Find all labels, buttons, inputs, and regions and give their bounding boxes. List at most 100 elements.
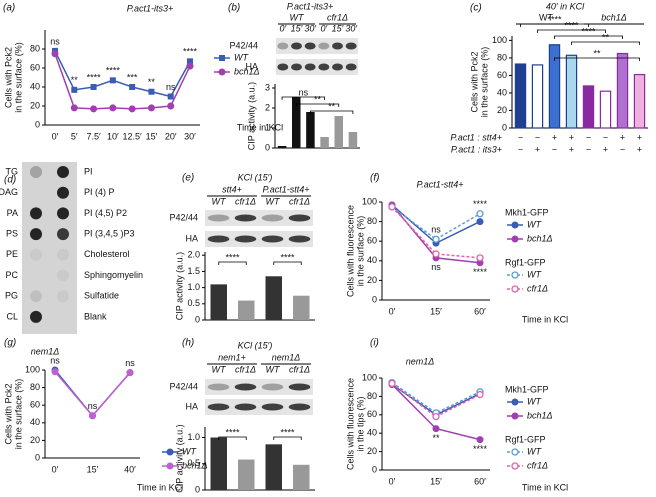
x-tick-label: 0′ (52, 131, 59, 141)
marker (109, 77, 116, 84)
significance-bracket (218, 261, 247, 265)
lane-label: 30′ (304, 23, 316, 33)
lane-label: cfr1Δ (289, 364, 310, 374)
legend-marker (511, 235, 519, 243)
legend-label: cfr1Δ (527, 283, 548, 293)
lane-label: WT (266, 364, 281, 374)
bar (292, 97, 301, 148)
x-tick-label: 15′ (430, 306, 442, 316)
legend-label: WT (527, 269, 542, 279)
blot-band (207, 235, 230, 243)
blot-band (261, 214, 284, 222)
significance-bracket (554, 35, 623, 39)
bar (306, 112, 315, 148)
marker (432, 425, 440, 433)
legend-marker (511, 398, 519, 406)
significance-bracket (310, 110, 354, 114)
y-axis-label: Cells with Pck2 (3, 47, 13, 108)
series-line (54, 50, 191, 98)
y-axis-label: in the surface (%) (355, 216, 365, 287)
blot-strip (205, 399, 313, 415)
legend-marker (511, 462, 519, 470)
blot-strip (276, 38, 358, 54)
y-axis-label: in the tips (%) (355, 396, 365, 451)
blot-row-label: P42/44 (169, 212, 198, 222)
panel-title: KCl (15′) (238, 340, 273, 350)
lane-label: cfr1Δ (289, 196, 310, 206)
y-axis-label: in the surface (%) (13, 379, 23, 450)
marker (109, 104, 117, 112)
panel-letter: (e) (182, 173, 194, 184)
y-tick-label: 100 (362, 372, 377, 382)
panel-letter: (i) (370, 338, 379, 349)
y-tick-label: 0 (195, 314, 200, 324)
marker (432, 235, 440, 243)
lipid-label: CL (6, 311, 18, 321)
y-axis-label: Cells with fluorescence (345, 378, 355, 470)
lane-label: cfr1Δ (235, 196, 256, 206)
blot-row-label: P42/44 (169, 381, 198, 391)
blot-strip (276, 59, 358, 75)
x-axis-label: Time in KCl (137, 482, 183, 492)
x-tick-label: 60′ (474, 306, 486, 316)
legend-label: WT (234, 52, 249, 62)
legend-marker (166, 462, 174, 470)
marker (432, 250, 440, 258)
bar (320, 137, 329, 148)
y-tick-label: 60 (30, 400, 40, 410)
legend-label: WT (527, 446, 542, 456)
y-tick-label: 80 (367, 391, 377, 401)
significance-label: ** (148, 77, 156, 87)
legend-marker (218, 68, 226, 76)
lipid-label: Sphingomyelin (84, 270, 143, 280)
bar (210, 437, 227, 490)
table-cell: + (552, 132, 557, 142)
significance-bracket (273, 261, 302, 265)
blot-band (318, 42, 330, 50)
significance-label: **** (280, 427, 295, 437)
bar (293, 295, 310, 320)
bar (633, 73, 646, 129)
panel-letter: (g) (4, 338, 16, 349)
bar (238, 459, 255, 490)
marker (167, 93, 174, 100)
significance-label: **** (225, 427, 240, 437)
marker (388, 379, 396, 388)
significance-label: ** (314, 94, 322, 104)
y-tick-label: 20 (497, 105, 507, 115)
y-tick-label: 1 (265, 122, 270, 132)
legend-title: Mkh1-GFP (505, 207, 549, 217)
significance-label: ns (50, 36, 60, 46)
bar (514, 63, 527, 129)
legend-marker (511, 448, 519, 456)
y-tick-label: 60 (367, 409, 377, 419)
x-tick-label: 20′ (165, 131, 177, 141)
x-axis-label: Time in KCl (522, 482, 568, 492)
x-tick-label: 0′ (52, 464, 59, 474)
x-tick-label: 12.5′ (123, 131, 143, 141)
legend-marker (219, 55, 225, 61)
blot-band (261, 235, 284, 243)
blot-band (332, 42, 343, 50)
lipid-label: PS (6, 228, 18, 238)
y-tick-label: 80 (497, 52, 507, 62)
series-line (391, 381, 481, 414)
blot-band (332, 63, 343, 71)
blot-band (234, 235, 257, 243)
table-cell: − (586, 144, 591, 154)
marker (187, 58, 193, 65)
blot-group: WT (290, 12, 305, 22)
marker (89, 412, 96, 420)
blot-band (291, 63, 302, 71)
significance-label: **** (564, 20, 579, 30)
y-tick-label: 40 (30, 417, 40, 427)
y-tick-label: 0 (195, 484, 200, 494)
marker (167, 102, 175, 110)
panel-title: nem1Δ (31, 346, 60, 356)
blot-band (288, 383, 311, 391)
y-tick-label: 2.0 (187, 250, 200, 260)
significance-label: ns (88, 401, 98, 411)
significance-label: **** (183, 47, 198, 57)
